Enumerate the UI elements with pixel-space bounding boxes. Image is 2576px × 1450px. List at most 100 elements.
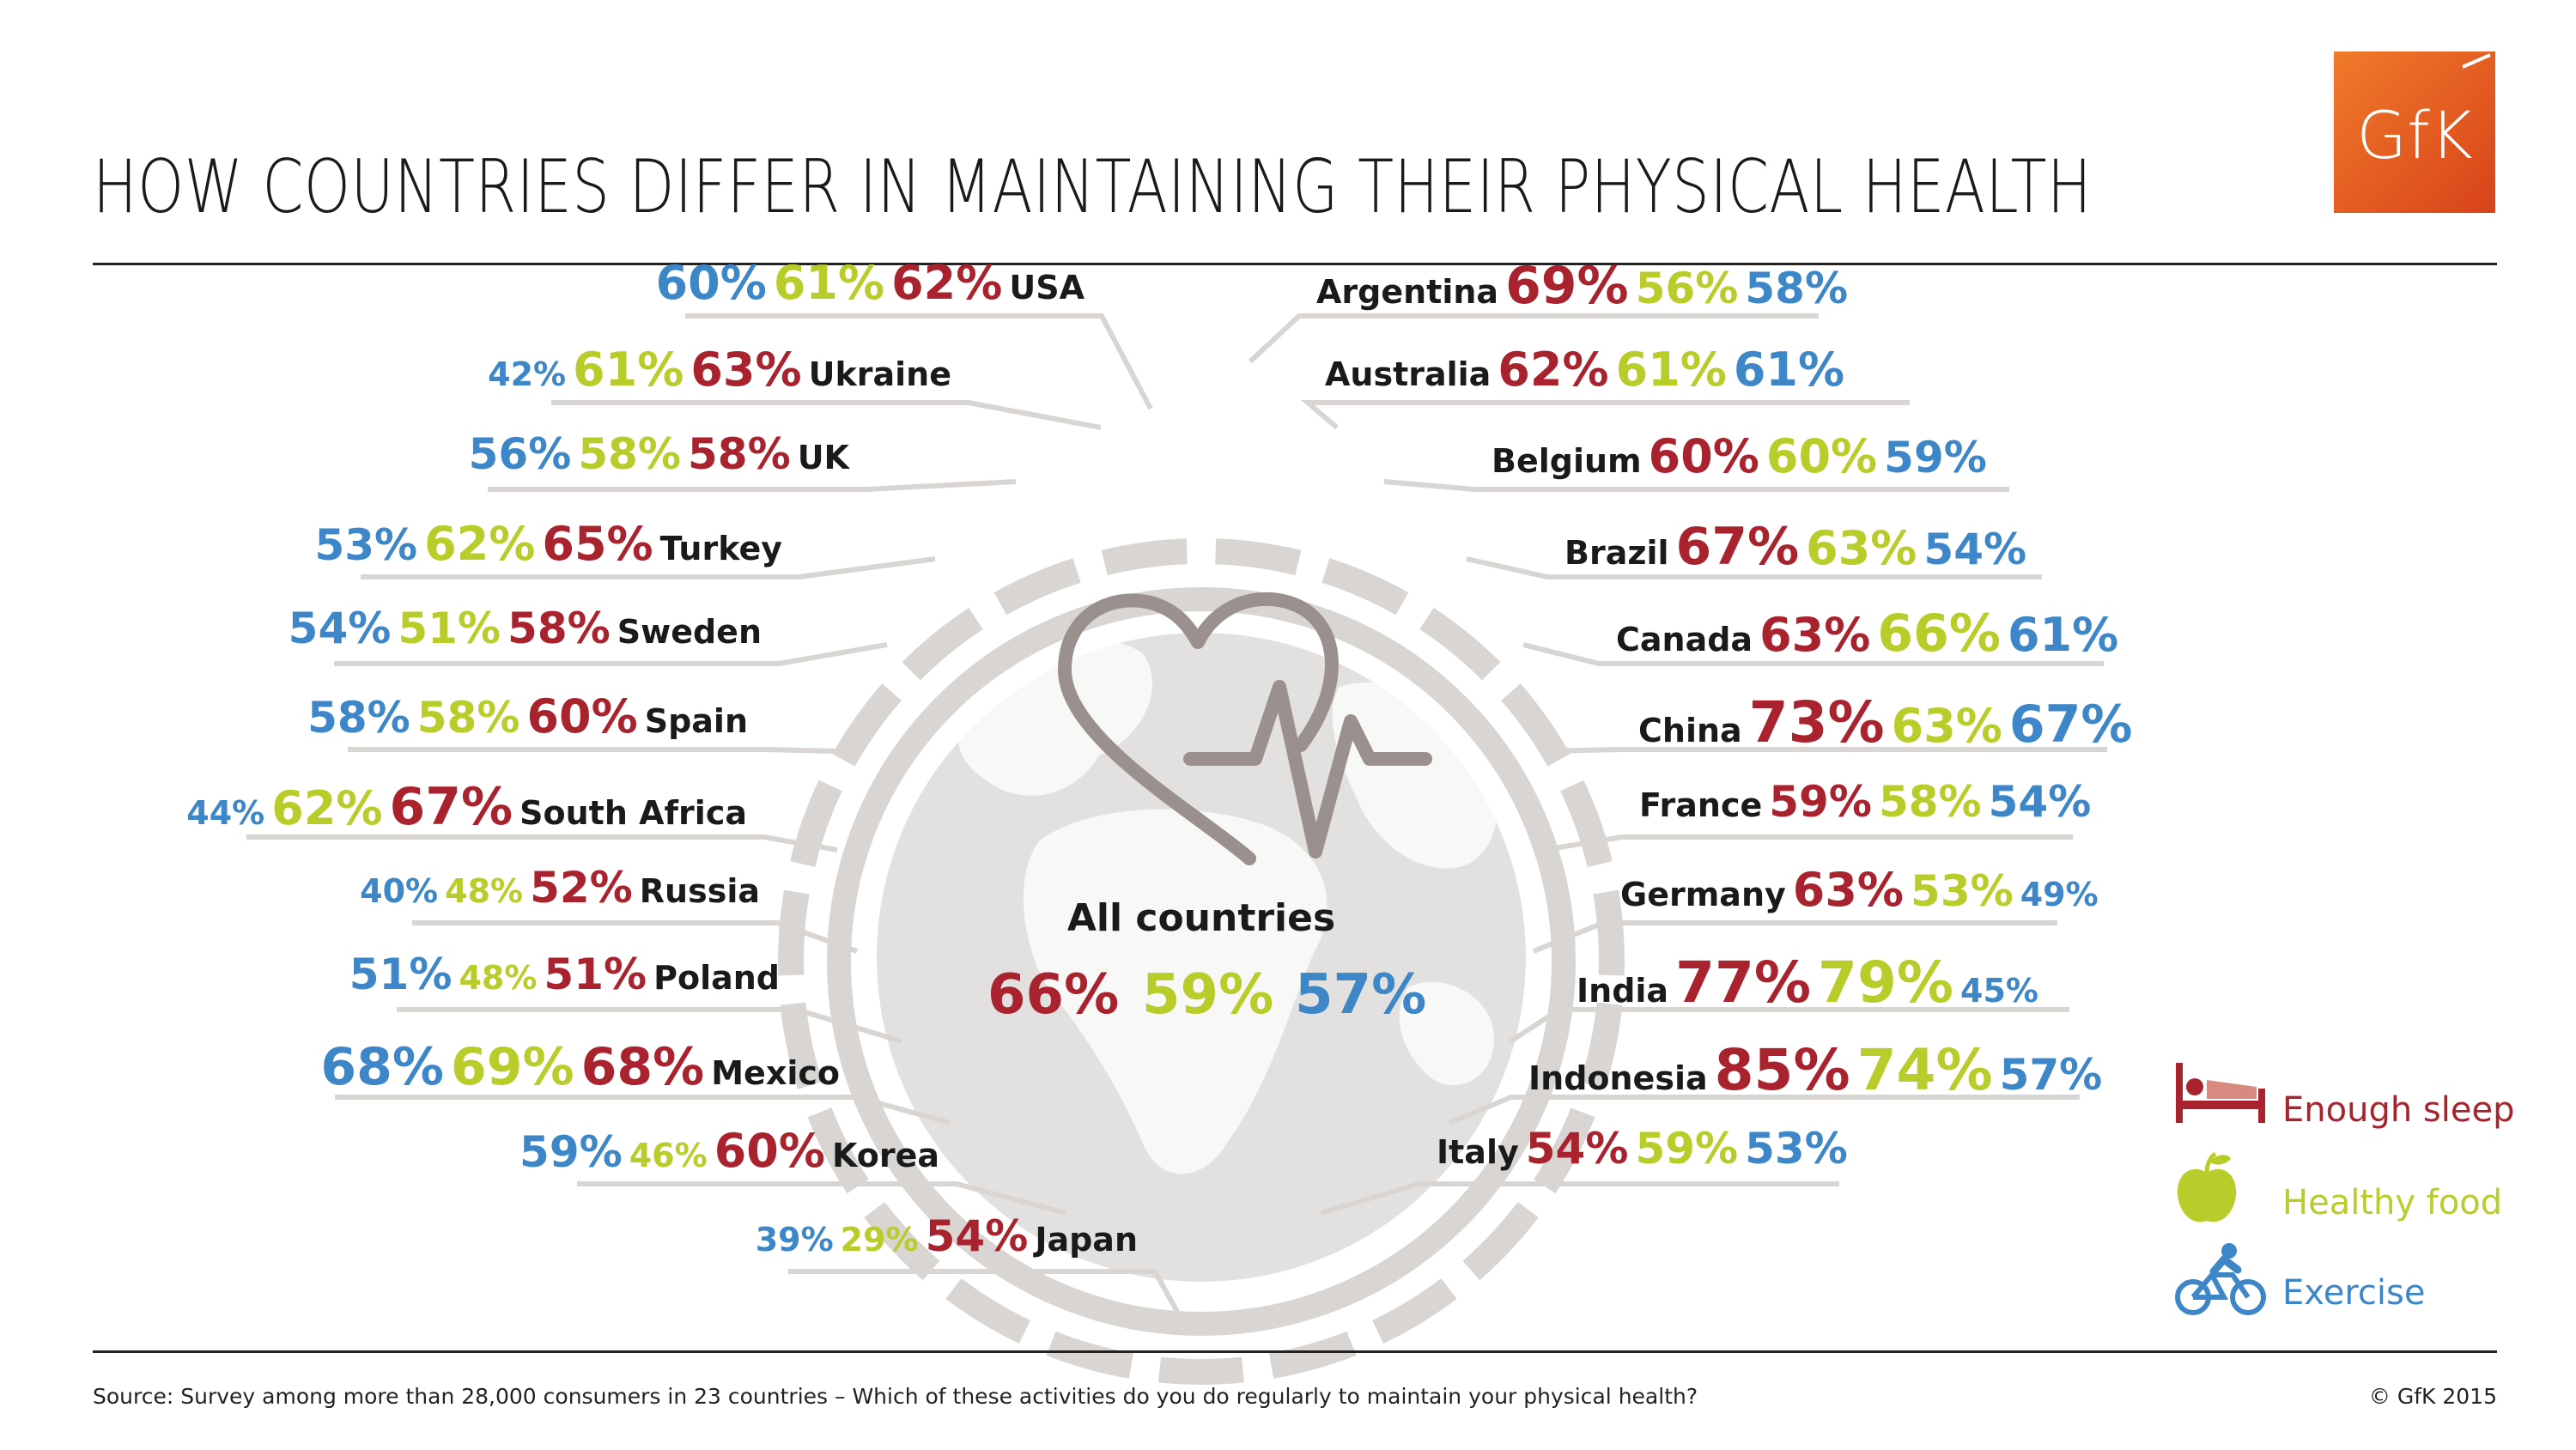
food-value: 74% xyxy=(1856,1037,1993,1103)
continent-4 xyxy=(1399,981,1494,1086)
continent-3 xyxy=(1332,682,1498,869)
country-name: Japan xyxy=(1035,1221,1138,1259)
connector-8 xyxy=(397,1007,902,1044)
country-row: 44% 62% 67% South Africa xyxy=(186,777,747,837)
food-value: 58% xyxy=(1878,777,1982,827)
food-value: 61% xyxy=(573,343,684,397)
food-value: 53% xyxy=(1911,866,2014,916)
exercise-value: 49% xyxy=(2020,876,2099,913)
sleep-value: 67% xyxy=(389,777,513,837)
country-name: Mexico xyxy=(711,1054,840,1092)
exercise-value: 40% xyxy=(360,872,439,910)
sleep-value: 77% xyxy=(1675,949,1812,1016)
exercise-value: 61% xyxy=(1733,343,1845,397)
connector-7 xyxy=(412,920,859,954)
ring-segment xyxy=(902,607,983,681)
connector-0 xyxy=(685,313,1153,410)
food-value: 62% xyxy=(424,517,536,571)
all-exercise-value: 57% xyxy=(1295,963,1427,1027)
country-name: Canada xyxy=(1616,621,1753,658)
connector-15 xyxy=(1466,556,2042,579)
sleep-value: 68% xyxy=(580,1037,705,1097)
continent-1 xyxy=(958,639,1152,796)
connector-2 xyxy=(488,479,1017,492)
sleep-value: 63% xyxy=(1792,863,1905,917)
connector-5 xyxy=(348,747,836,754)
legend-label: Enough sleep xyxy=(2282,1090,2515,1130)
country-name: Turkey xyxy=(659,530,782,567)
country-row: 53% 62% 65% Turkey xyxy=(314,517,782,573)
ring-segment xyxy=(1462,1201,1539,1281)
country-name: Ukraine xyxy=(808,355,951,393)
country-name: Australia xyxy=(1325,355,1492,393)
country-row: France 59% 58% 54% xyxy=(1639,777,2091,834)
exercise-value: 57% xyxy=(1999,1050,2103,1100)
connector-13 xyxy=(1300,400,1910,430)
country-name: Brazil xyxy=(1564,534,1669,572)
country-name: Indonesia xyxy=(1528,1059,1708,1097)
exercise-value: 42% xyxy=(488,355,567,393)
ring-segment xyxy=(945,1278,1030,1344)
sleep-value: 67% xyxy=(1675,517,1800,577)
sleep-value: 63% xyxy=(1759,608,1871,662)
country-row: Indonesia 85% 74% 57% xyxy=(1528,1037,2102,1103)
sleep-value: 59% xyxy=(1769,777,1872,827)
exercise-value: 54% xyxy=(1988,777,2092,827)
connector-17 xyxy=(1543,747,2107,754)
country-row: Belgium 60% 60% 59% xyxy=(1492,429,1987,486)
continent-2 xyxy=(1023,809,1327,1174)
connector-12 xyxy=(1248,313,1819,364)
food-value: 46% xyxy=(629,1137,708,1174)
food-value: 61% xyxy=(773,256,885,310)
country-name: Germany xyxy=(1620,876,1786,913)
sleep-value: 85% xyxy=(1714,1037,1850,1103)
ring-segment xyxy=(1046,1331,1134,1379)
sleep-value: 58% xyxy=(688,429,791,479)
pulse-line xyxy=(1183,680,1432,858)
connector-21 xyxy=(1448,1095,2080,1125)
bottom-divider xyxy=(93,1350,2497,1353)
food-value: 59% xyxy=(1635,1124,1739,1174)
exercise-value: 44% xyxy=(186,794,265,832)
globe-graphic xyxy=(877,633,1526,1282)
country-row: 54% 51% 58% Sweden xyxy=(289,604,762,660)
heartbeat-icon xyxy=(1058,592,1432,865)
food-value: 62% xyxy=(271,781,383,835)
ring-segment xyxy=(1501,683,1571,767)
sleep-value: 73% xyxy=(1748,689,1885,755)
food-value: 48% xyxy=(459,959,538,997)
connector-lines xyxy=(246,313,2107,1313)
country-name: China xyxy=(1638,712,1742,749)
country-name: India xyxy=(1577,972,1669,1010)
country-row: Germany 63% 53% 49% xyxy=(1620,863,2099,919)
exercise-value: 53% xyxy=(314,520,418,570)
sleep-value: 60% xyxy=(526,689,638,743)
ring-segment xyxy=(993,558,1081,616)
exercise-value: 68% xyxy=(320,1037,444,1097)
country-row: 39% 29% 54% Japan xyxy=(756,1211,1138,1268)
country-row: 40% 48% 52% Russia xyxy=(360,863,760,919)
country-name: UK xyxy=(797,439,849,476)
exercise-value: 60% xyxy=(655,256,767,310)
ring-segment xyxy=(832,683,902,767)
country-row: 42% 61% 63% Ukraine xyxy=(488,343,951,399)
all-sleep-value: 66% xyxy=(987,963,1120,1027)
country-name: Italy xyxy=(1437,1133,1519,1171)
sleep-value: 62% xyxy=(1498,343,1609,397)
sleep-value: 63% xyxy=(690,343,802,397)
source-note: Source: Survey among more than 28,000 co… xyxy=(93,1384,1698,1409)
connector-3 xyxy=(361,556,936,579)
sleep-value: 54% xyxy=(1525,1124,1629,1174)
inner-ring xyxy=(827,587,1576,1336)
connector-4 xyxy=(334,642,888,666)
country-name: Poland xyxy=(653,959,780,997)
apple-icon xyxy=(2172,1150,2241,1231)
ring-segment xyxy=(864,1201,940,1281)
connector-14 xyxy=(1383,479,2009,492)
food-value: 56% xyxy=(1635,264,1739,313)
legend-label: Exercise xyxy=(2282,1273,2426,1313)
exercise-value: 61% xyxy=(2007,608,2119,662)
heart-outline xyxy=(1058,592,1339,865)
food-value: 48% xyxy=(445,872,524,910)
country-name: Sweden xyxy=(617,613,762,651)
